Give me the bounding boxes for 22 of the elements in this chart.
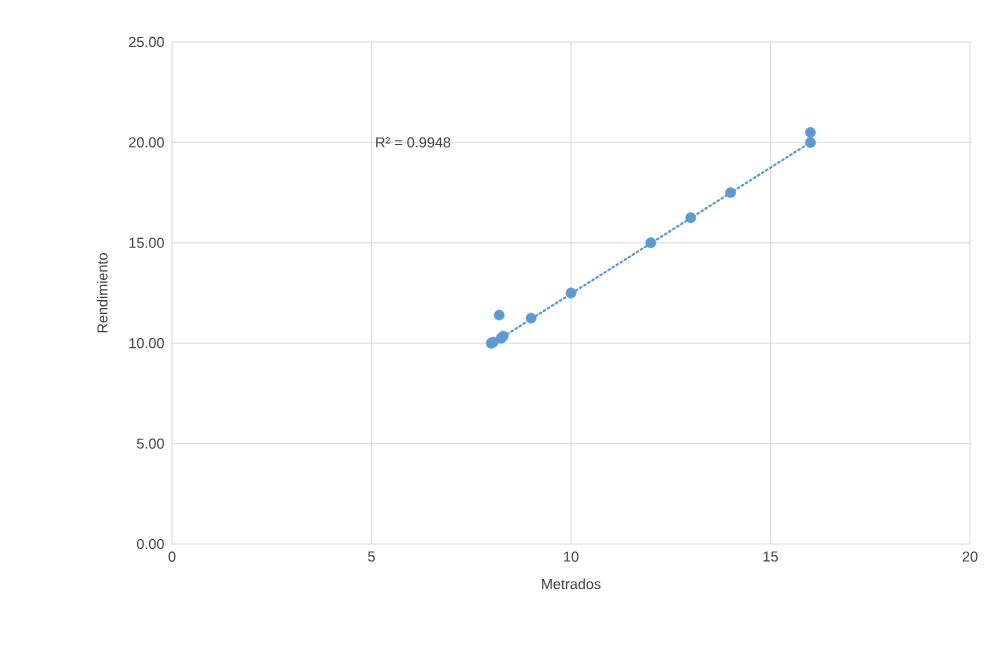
point	[493, 309, 505, 321]
point	[645, 237, 657, 249]
x-axis-title: Metrados	[542, 578, 601, 590]
point	[725, 187, 736, 198]
x-tick-label: 20	[962, 551, 978, 562]
x-tick-label: 5	[368, 551, 375, 562]
x-tick-label: 15	[763, 551, 778, 562]
y-tick-label: 10.00	[129, 338, 164, 349]
y-axis-title: Rendimiento	[96, 253, 108, 333]
point	[805, 137, 816, 148]
y-tick-label: 5.00	[136, 438, 164, 449]
point	[565, 287, 577, 299]
point	[805, 126, 816, 138]
y-tick-label: 25.00	[129, 36, 164, 48]
annotation: R² = 0.9948	[376, 137, 451, 148]
x-tick-label: 0	[168, 551, 176, 562]
y-tick-label: 15.00	[129, 237, 164, 248]
point	[525, 312, 537, 324]
point	[685, 212, 697, 224]
y-tick-label: 0.00	[136, 538, 164, 550]
y-tick-label: 20.00	[129, 137, 164, 148]
x-tick-label: 10	[564, 551, 579, 562]
